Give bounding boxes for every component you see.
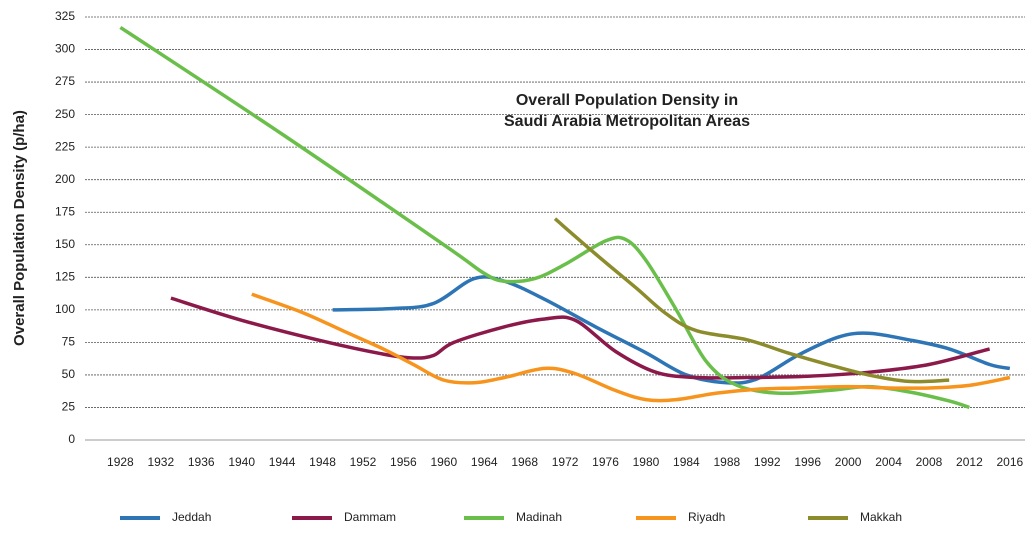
x-tick-label: 1932	[147, 455, 174, 469]
x-tick-label: 1936	[188, 455, 215, 469]
y-tick-label: 0	[68, 432, 75, 446]
y-tick-label: 225	[55, 139, 75, 153]
y-tick-label: 150	[55, 237, 75, 251]
x-tick-label: 1960	[430, 455, 457, 469]
x-tick-label: 2016	[996, 455, 1023, 469]
chart-title: Saudi Arabia Metropolitan Areas	[504, 113, 750, 130]
legend-label: Jeddah	[172, 510, 211, 524]
legend-label: Makkah	[860, 510, 902, 524]
y-tick-label: 275	[55, 74, 75, 88]
x-tick-label: 1948	[309, 455, 336, 469]
line-series	[553, 217, 950, 384]
x-tick-label: 1980	[633, 455, 660, 469]
x-tick-label: 1984	[673, 455, 700, 469]
x-tick-label: 1964	[471, 455, 498, 469]
x-tick-label: 1988	[713, 455, 740, 469]
x-tick-label: 2012	[956, 455, 983, 469]
y-tick-label: 125	[55, 269, 75, 283]
legend-label: Madinah	[516, 510, 562, 524]
x-tick-label: 1944	[269, 455, 296, 469]
x-tick-label: 1940	[228, 455, 255, 469]
line-series	[332, 275, 1011, 385]
x-tick-label: 1996	[794, 455, 821, 469]
y-tick-label: 25	[62, 400, 76, 414]
x-tick-label: 2004	[875, 455, 902, 469]
chart-title: Overall Population Density in	[516, 92, 738, 109]
y-tick-label: 200	[55, 172, 75, 186]
line-series	[170, 296, 991, 380]
y-tick-label: 75	[62, 335, 76, 349]
line-series	[251, 292, 1011, 403]
legend-label: Dammam	[344, 510, 396, 524]
x-tick-label: 1976	[592, 455, 619, 469]
y-tick-label: 50	[62, 367, 76, 381]
x-tick-label: 1928	[107, 455, 134, 469]
x-tick-label: 2000	[835, 455, 862, 469]
y-tick-label: 100	[55, 302, 75, 316]
x-tick-label: 2008	[916, 455, 943, 469]
x-tick-label: 1972	[552, 455, 579, 469]
x-tick-label: 1968	[511, 455, 538, 469]
legend-label: Riyadh	[688, 510, 725, 524]
y-tick-label: 300	[55, 42, 75, 56]
y-tick-label: 250	[55, 107, 75, 121]
line-series	[119, 25, 970, 410]
x-tick-label: 1992	[754, 455, 781, 469]
x-tick-label: 1952	[350, 455, 377, 469]
y-axis-label: Overall Population Density (p/ha)	[11, 110, 28, 346]
y-tick-label: 175	[55, 204, 75, 218]
y-tick-label: 325	[55, 9, 75, 23]
x-tick-label: 1956	[390, 455, 417, 469]
